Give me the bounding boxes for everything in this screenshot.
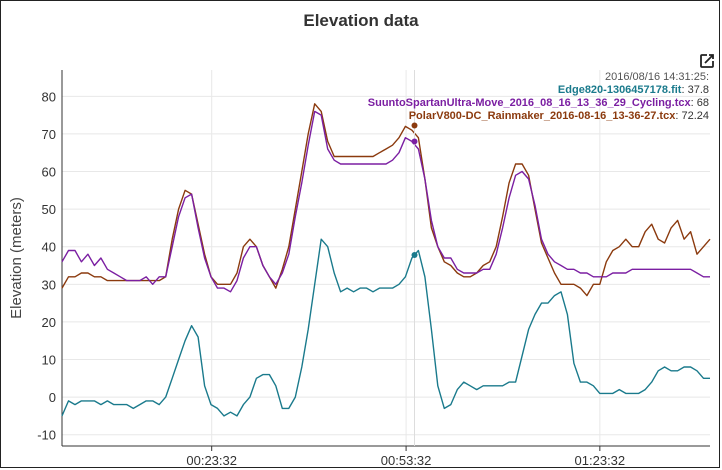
tooltip-row: SuuntoSpartanUltra-Move_2016_08_16_13_36… xyxy=(368,97,709,109)
y-tick-label: 80 xyxy=(42,89,56,104)
hover-marker-1 xyxy=(411,138,418,145)
tooltip-row: PolarV800-DC_Rainmaker_2016-08-16_13-36-… xyxy=(409,110,709,122)
tooltip-series-value: 37.8 xyxy=(688,84,709,96)
tooltip-series-value: 72.24 xyxy=(681,110,709,122)
y-tick-label: 60 xyxy=(42,165,56,180)
tooltip-header: 2016/08/16 14:31:25: xyxy=(605,71,709,83)
chart-title: Elevation data xyxy=(303,11,419,30)
y-tick-label: 20 xyxy=(42,315,56,330)
hover-marker-0 xyxy=(411,251,418,258)
x-tick-label: 00:23:32 xyxy=(186,453,237,468)
y-tick-label: -10 xyxy=(37,428,56,443)
tooltip-separator: : xyxy=(691,97,697,109)
tooltip-series-name: Edge820-1306457178.fit xyxy=(558,84,682,96)
y-tick-label: 70 xyxy=(42,127,56,142)
y-tick-label: 50 xyxy=(42,202,56,217)
tooltip-series-name: SuuntoSpartanUltra-Move_2016_08_16_13_36… xyxy=(368,97,692,109)
export-icon[interactable] xyxy=(699,53,715,69)
tooltip-series-value: 68 xyxy=(697,97,709,109)
series-line-0[interactable] xyxy=(61,238,710,417)
x-tick-label: 00:53:32 xyxy=(381,453,432,468)
y-tick-label: 30 xyxy=(42,277,56,292)
tooltip-separator: : xyxy=(681,84,687,96)
series-line-2[interactable] xyxy=(61,103,711,297)
y-tick-label: 10 xyxy=(42,353,56,368)
series-line-1[interactable] xyxy=(61,110,710,293)
x-tick-label: 01:23:32 xyxy=(575,453,626,468)
y-tick-label: 40 xyxy=(42,240,56,255)
y-axis-label: Elevation (meters) xyxy=(8,197,25,319)
y-tick-label: 0 xyxy=(49,390,56,405)
tooltip-separator: : xyxy=(675,110,681,122)
tooltip-series-name: PolarV800-DC_Rainmaker_2016-08-16_13-36-… xyxy=(409,110,676,122)
hover-marker-2 xyxy=(411,122,418,129)
tooltip-row: Edge820-1306457178.fit: 37.8 xyxy=(558,84,709,96)
